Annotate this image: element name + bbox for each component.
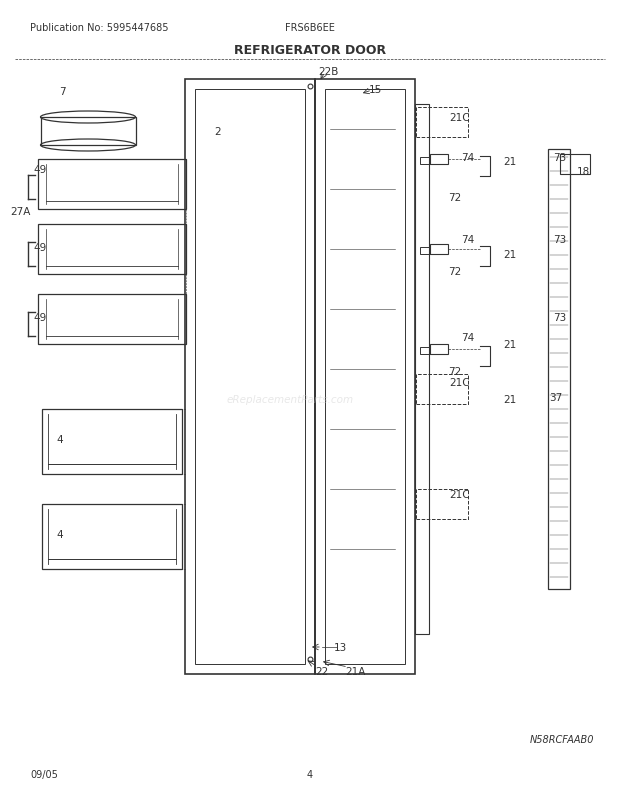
- Bar: [416, 107, 468, 138]
- Bar: [42, 504, 182, 569]
- Text: 21C: 21C: [450, 489, 471, 500]
- Bar: [315, 80, 415, 674]
- Text: 72: 72: [448, 367, 462, 376]
- Text: 18: 18: [577, 167, 590, 176]
- Text: 49: 49: [33, 164, 46, 175]
- Text: 72: 72: [448, 192, 462, 203]
- Text: 37: 37: [549, 392, 562, 403]
- Text: 21: 21: [503, 249, 516, 260]
- Bar: [430, 245, 448, 255]
- Text: 4: 4: [56, 529, 63, 539]
- Text: 27A: 27A: [10, 207, 30, 217]
- Text: 13: 13: [334, 642, 347, 652]
- Text: 4: 4: [56, 435, 63, 444]
- Text: 74: 74: [461, 153, 475, 163]
- Bar: [38, 225, 186, 274]
- Text: 72: 72: [448, 267, 462, 277]
- Bar: [430, 345, 448, 354]
- Text: 73: 73: [554, 235, 567, 245]
- Bar: [420, 248, 430, 255]
- Text: 21: 21: [503, 395, 516, 404]
- Text: 73: 73: [554, 153, 567, 163]
- Bar: [38, 294, 186, 345]
- Text: 49: 49: [33, 313, 46, 322]
- Text: 21A: 21A: [345, 666, 365, 676]
- Bar: [420, 158, 430, 164]
- Text: 09/05: 09/05: [30, 769, 58, 779]
- Bar: [325, 90, 405, 664]
- Text: 49: 49: [33, 243, 46, 253]
- Text: 7: 7: [59, 87, 65, 97]
- Bar: [416, 375, 468, 404]
- Text: 21: 21: [503, 157, 516, 167]
- Bar: [41, 118, 136, 146]
- Text: 73: 73: [554, 313, 567, 322]
- Text: 2: 2: [215, 127, 221, 137]
- Bar: [416, 489, 468, 520]
- Text: N58RCFAAB0: N58RCFAAB0: [530, 734, 595, 744]
- Bar: [420, 347, 430, 354]
- Text: 22: 22: [316, 666, 329, 676]
- Bar: [42, 410, 182, 475]
- Text: 22B: 22B: [318, 67, 338, 77]
- Bar: [548, 150, 570, 589]
- Text: Publication No: 5995447685: Publication No: 5995447685: [30, 23, 169, 33]
- Text: 21C: 21C: [450, 378, 471, 387]
- Bar: [38, 160, 186, 210]
- Text: eReplacementParts.com: eReplacementParts.com: [226, 395, 353, 404]
- Text: 74: 74: [461, 333, 475, 342]
- Bar: [195, 90, 305, 664]
- Bar: [430, 155, 448, 164]
- Text: 4: 4: [307, 769, 313, 779]
- Bar: [185, 80, 315, 674]
- Bar: [415, 105, 429, 634]
- Text: 21C: 21C: [450, 113, 471, 123]
- Bar: [560, 155, 590, 175]
- Text: 74: 74: [461, 235, 475, 245]
- Text: 15: 15: [368, 85, 382, 95]
- Text: 21: 21: [503, 339, 516, 350]
- Text: FRS6B6EE: FRS6B6EE: [285, 23, 335, 33]
- Text: REFRIGERATOR DOOR: REFRIGERATOR DOOR: [234, 43, 386, 56]
